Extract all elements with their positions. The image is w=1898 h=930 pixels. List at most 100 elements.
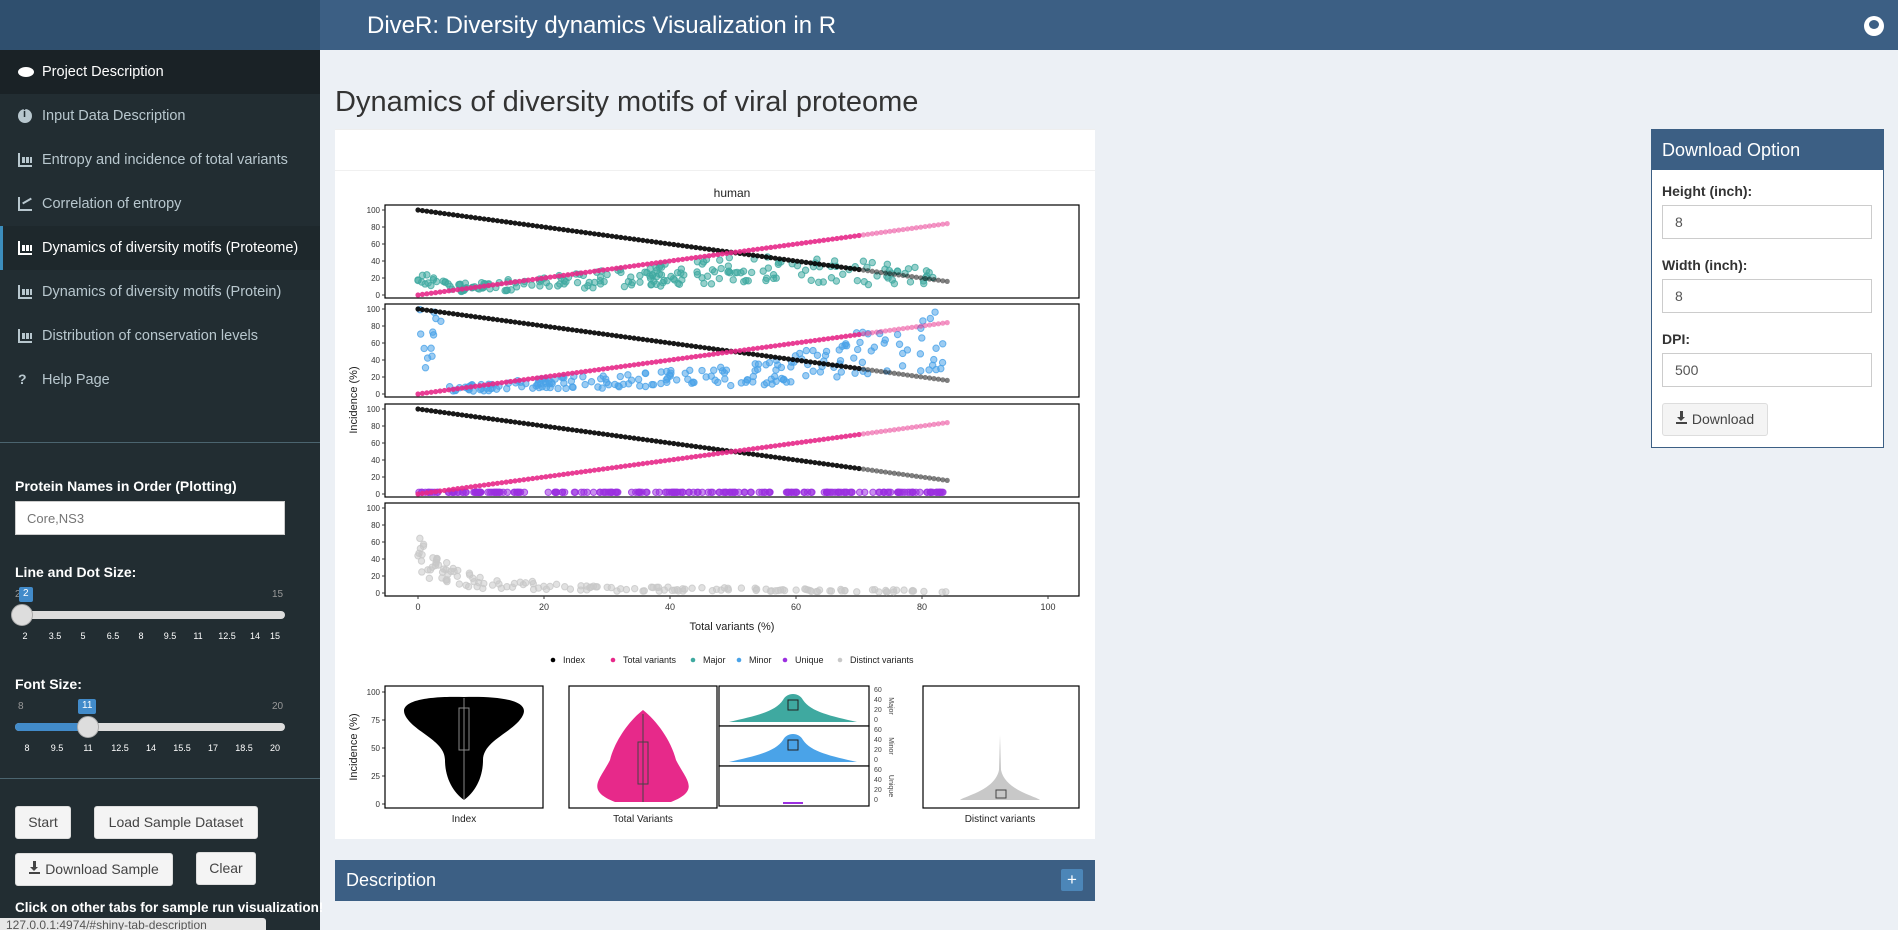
- total-variants-point: [560, 371, 567, 377]
- total-variants-point: [675, 456, 681, 462]
- scatter-point: [893, 330, 902, 339]
- dpi-input[interactable]: [1662, 353, 1872, 387]
- clear-button[interactable]: Clear: [196, 852, 256, 885]
- total-variants-point: [851, 233, 858, 239]
- scatter-point: [640, 587, 648, 595]
- total-variants-point: [618, 364, 624, 370]
- index-point: [463, 312, 470, 319]
- index-point: [790, 257, 796, 264]
- total-variants-point: [710, 451, 717, 457]
- index-point: [552, 324, 558, 331]
- sidebar-item-conservation[interactable]: Distribution of conservation levels: [0, 314, 320, 358]
- description-box[interactable]: Description +: [335, 860, 1095, 901]
- scatter-point: [724, 262, 733, 270]
- sidebar-item-help[interactable]: ? Help Page: [0, 358, 320, 402]
- total-variants-point: [552, 372, 558, 379]
- sidebar-item-project-description[interactable]: Project Description: [0, 50, 320, 94]
- index-point: [516, 420, 523, 426]
- scatter-point: [839, 270, 847, 278]
- total-variants-point: [591, 367, 597, 373]
- download-button[interactable]: Download: [1662, 403, 1768, 436]
- y-axis-label: Incidence (%): [348, 713, 360, 780]
- height-input[interactable]: [1662, 205, 1872, 239]
- scatter-point: [875, 488, 883, 496]
- index-point: [922, 275, 928, 282]
- total-variants-point: [741, 248, 747, 254]
- download-sample-button[interactable]: Download Sample: [15, 853, 173, 886]
- total-variants-point: [829, 236, 836, 242]
- scatter-point: [894, 488, 902, 496]
- scatter-point: [737, 584, 746, 592]
- index-point: [697, 245, 703, 251]
- total-variants-point: [657, 358, 664, 364]
- font-size-label: Font Size:: [15, 676, 82, 692]
- scatter-point: [603, 270, 611, 279]
- index-point: [715, 446, 721, 453]
- scatter-point: [589, 582, 598, 590]
- status-url: 127.0.0.1:4974/#shiny-tab-description: [0, 918, 266, 930]
- sidebar-item-protein[interactable]: Dynamics of diversity motifs (Protein): [0, 270, 320, 314]
- total-variants-point: [900, 425, 906, 432]
- index-point: [926, 276, 933, 282]
- scatter-point: [416, 534, 424, 543]
- scatter-point: [868, 258, 876, 267]
- font-size-slider[interactable]: [15, 716, 285, 738]
- line-dot-size-slider[interactable]: [11, 604, 285, 626]
- index-point: [596, 231, 602, 237]
- load-sample-button[interactable]: Load Sample Dataset: [94, 806, 258, 839]
- x-category-label: Distinct variants: [965, 814, 1036, 825]
- scatter-point: [856, 338, 864, 347]
- index-point: [825, 262, 831, 268]
- scatter-point: [424, 566, 432, 574]
- index-point: [605, 331, 611, 338]
- total-variants-point: [697, 353, 703, 359]
- scatter-point: [493, 577, 501, 585]
- expand-button[interactable]: +: [1061, 869, 1083, 891]
- index-point: [891, 470, 897, 476]
- index-point: [415, 306, 421, 312]
- index-point: [684, 342, 690, 348]
- index-point: [569, 327, 575, 333]
- index-point: [750, 351, 756, 357]
- github-icon[interactable]: [1864, 16, 1884, 36]
- index-point: [569, 228, 575, 234]
- total-variants-point: [931, 222, 937, 228]
- index-point: [702, 246, 708, 252]
- sidebar-item-label: Entropy and incidence of total variants: [42, 152, 288, 168]
- scatter-point: [567, 377, 576, 385]
- scatter-point: [883, 260, 892, 268]
- y-tick-label: 20: [371, 473, 380, 482]
- total-variants-point: [560, 471, 567, 477]
- sidebar-item-proteome[interactable]: Dynamics of diversity motifs (Proteome): [0, 226, 320, 270]
- start-button[interactable]: Start: [15, 806, 71, 839]
- scatter-point: [652, 488, 660, 496]
- scatter-point: [782, 378, 791, 386]
- scatter-point: [577, 582, 585, 590]
- total-variants-point: [772, 443, 778, 449]
- total-variants-point: [675, 257, 681, 263]
- small-panel-tick: 0: [874, 757, 878, 764]
- protein-names-input[interactable]: [15, 501, 285, 535]
- index-point: [450, 311, 456, 317]
- index-point: [671, 440, 677, 447]
- total-variants-point: [710, 351, 717, 357]
- scatter-point: [420, 344, 428, 353]
- sidebar-item-correlation[interactable]: Correlation of entropy: [0, 182, 320, 226]
- sidebar-item-entropy[interactable]: Entropy and incidence of total variants: [0, 138, 320, 182]
- slider-handle[interactable]: [77, 716, 99, 738]
- total-variants-point: [759, 344, 765, 351]
- slider-fill: [15, 723, 87, 731]
- sidebar-item-label: Help Page: [42, 372, 110, 388]
- total-variants-point: [662, 358, 668, 364]
- total-variants-point: [424, 490, 430, 496]
- width-input[interactable]: [1662, 279, 1872, 313]
- sidebar-item-input-data[interactable]: Input Data Description: [0, 94, 320, 138]
- slider-handle[interactable]: [11, 604, 33, 626]
- y-tick-label: 60: [371, 240, 380, 249]
- small-panel-tick: 20: [874, 747, 882, 754]
- index-point: [680, 442, 686, 448]
- index-point: [904, 273, 911, 279]
- total-variants-point: [821, 336, 827, 342]
- total-variants-point: [746, 346, 752, 352]
- total-variants-point: [508, 279, 514, 286]
